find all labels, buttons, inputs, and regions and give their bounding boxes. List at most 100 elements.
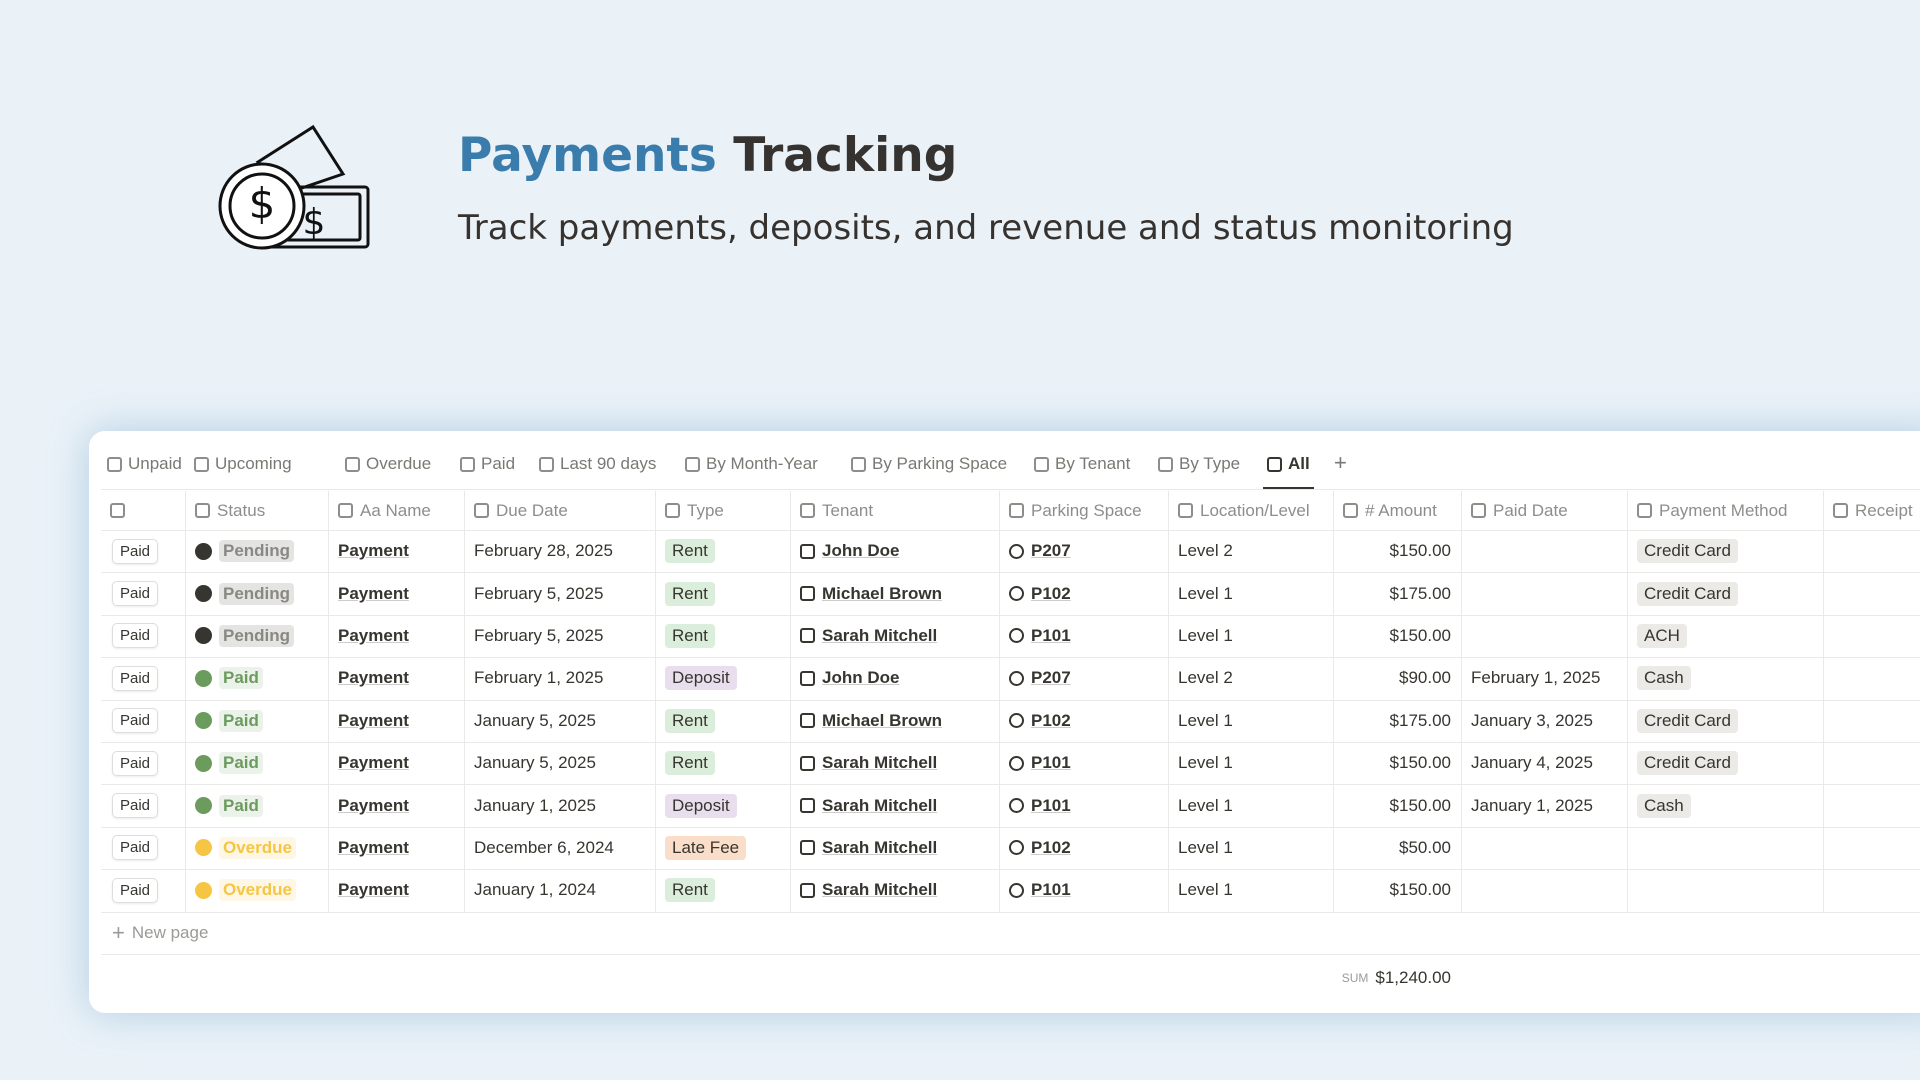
location: Level 2	[1178, 541, 1233, 561]
column-header: Payment Method	[1637, 491, 1788, 530]
icon	[800, 586, 815, 602]
paid-button: Paid	[112, 877, 159, 903]
name: Payment	[338, 880, 409, 900]
parking-space: P102	[1031, 583, 1071, 603]
column-divider	[1168, 491, 1169, 912]
view-tab[interactable]: All	[1267, 454, 1310, 474]
type-cell: Deposit	[665, 784, 737, 826]
location: Level 1	[1178, 583, 1233, 603]
status-dot	[195, 585, 212, 603]
button-cell: Paid	[112, 530, 159, 572]
location: Level 1	[1178, 880, 1233, 900]
due-date-cell: January 5, 2025	[474, 742, 596, 784]
new-page[interactable]: + New page	[112, 912, 208, 954]
amount: $175.00	[1389, 583, 1451, 603]
parking-cell: P101	[1009, 784, 1071, 826]
view-tab[interactable]: Last 90 days	[539, 454, 656, 474]
divider	[101, 489, 1920, 490]
sum-cell: SUM $1,240.00	[1342, 954, 1451, 1002]
due-date: February 5, 2025	[474, 583, 604, 603]
location: Level 1	[1178, 795, 1233, 815]
name-cell: Payment	[338, 615, 409, 657]
add-view[interactable]: +	[1334, 450, 1347, 475]
status-dot	[195, 839, 212, 857]
column-divider	[655, 491, 656, 912]
paid-date-cell: January 3, 2025	[1471, 700, 1593, 742]
plus-icon: +	[112, 919, 125, 945]
due-date: February 1, 2025	[474, 668, 604, 688]
column-header-label: Type	[687, 500, 724, 520]
type-cell: Rent	[665, 572, 715, 614]
paid-button: Paid	[112, 835, 159, 861]
paid-date: February 1, 2025	[1471, 668, 1601, 688]
due-date: January 1, 2024	[474, 880, 596, 900]
location-cell: Level 1	[1178, 615, 1233, 657]
parking-cell: P102	[1009, 700, 1071, 742]
tenant-cell: John Doe	[800, 657, 899, 699]
column-divider	[328, 491, 329, 912]
parking-icon	[1009, 755, 1024, 771]
view-tab[interactable]: Unpaid	[107, 454, 182, 474]
name-cell: Payment	[338, 827, 409, 869]
icon	[800, 840, 815, 856]
row-divider	[101, 572, 1920, 574]
parking-icon	[1009, 586, 1024, 602]
button-cell: Paid	[112, 657, 159, 699]
tab-label: By Type	[1179, 454, 1241, 473]
type-cell: Deposit	[665, 657, 737, 699]
row-divider	[101, 742, 1920, 743]
paid-button: Paid	[112, 793, 159, 819]
parking-icon	[1009, 670, 1024, 686]
due-date: January 1, 2025	[474, 795, 596, 815]
column-header: # Amount	[1343, 491, 1437, 530]
tab-label: Last 90 days	[560, 454, 657, 473]
view-tab[interactable]: Overdue	[345, 454, 431, 474]
subtitle: Track payments, deposits, and revenue an…	[458, 208, 1514, 248]
view-tab[interactable]: By Tenant	[1034, 454, 1130, 474]
column-header: Location/Level	[1178, 491, 1310, 530]
button-cell: Paid	[112, 869, 159, 911]
parking-icon	[1009, 543, 1024, 559]
icon	[800, 503, 815, 518]
parking-icon	[1009, 798, 1024, 814]
amount: $90.00	[1399, 668, 1451, 688]
column-header-label: Due Date	[496, 500, 568, 520]
tenant: Sarah Mitchell	[822, 837, 938, 857]
column-divider	[999, 491, 1000, 912]
location-cell: Level 2	[1178, 657, 1233, 699]
view-tab[interactable]: By Type	[1158, 454, 1240, 474]
tab-underline	[1263, 487, 1314, 489]
view-tab[interactable]: By Month-Year	[685, 454, 818, 474]
icon	[345, 456, 360, 472]
name: Payment	[338, 753, 409, 773]
paid-button: Paid	[112, 538, 159, 564]
view-tab[interactable]: Upcoming	[194, 454, 292, 474]
method-cell: ACH	[1637, 615, 1687, 657]
location-cell: Level 1	[1178, 869, 1233, 911]
type-tag: Deposit	[665, 793, 737, 818]
parking-space: P102	[1031, 710, 1071, 730]
status-label: Paid	[219, 709, 263, 732]
name: Payment	[338, 583, 409, 603]
status-cell: Paid	[195, 657, 263, 699]
icon	[474, 503, 489, 518]
parking-cell: P102	[1009, 572, 1071, 614]
status-dot	[195, 627, 212, 645]
tenant-cell: Michael Brown	[800, 572, 942, 614]
location-cell: Level 2	[1178, 530, 1233, 572]
title-highlight: Payments	[458, 128, 717, 183]
name-cell: Payment	[338, 784, 409, 826]
status-cell: Paid	[195, 742, 263, 784]
amount: $150.00	[1389, 753, 1451, 773]
column-header-label: Aa Name	[360, 500, 431, 520]
icon	[195, 503, 210, 518]
view-tab[interactable]: By Parking Space	[851, 454, 1007, 474]
type-cell: Rent	[665, 869, 715, 911]
type-cell: Late Fee	[665, 827, 747, 869]
view-tab[interactable]: Paid	[460, 454, 515, 474]
column-divider	[1823, 491, 1824, 912]
amount: $50.00	[1399, 837, 1451, 857]
column-divider	[1627, 491, 1628, 912]
amount-cell: $175.00	[1390, 572, 1451, 614]
icon	[1178, 503, 1193, 518]
